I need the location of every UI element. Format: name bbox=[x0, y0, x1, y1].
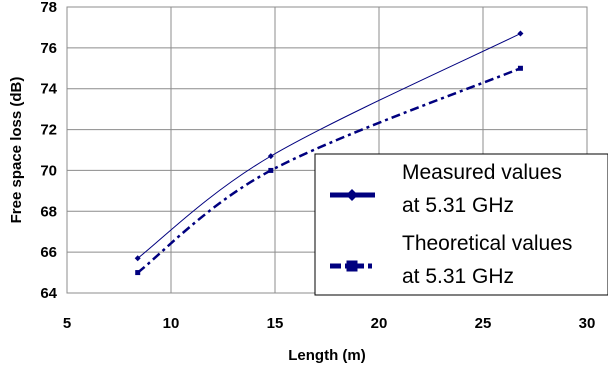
x-axis-title: Length (m) bbox=[288, 347, 365, 364]
y-axis-tick-labels: 64 66 68 70 72 74 76 78 bbox=[40, 0, 57, 302]
data-point-diamond bbox=[268, 153, 274, 159]
y-tick-label: 76 bbox=[40, 40, 57, 57]
y-tick-label: 64 bbox=[40, 285, 57, 302]
data-point-square bbox=[268, 168, 273, 173]
x-tick-label: 15 bbox=[267, 315, 284, 332]
y-tick-label: 72 bbox=[40, 122, 57, 139]
x-tick-label: 30 bbox=[579, 315, 596, 332]
legend-label: at 5.31 GHz bbox=[402, 194, 514, 217]
x-tick-label: 25 bbox=[475, 315, 492, 332]
x-tick-label: 5 bbox=[63, 315, 71, 332]
legend-label: Theoretical values bbox=[402, 232, 572, 255]
x-axis-tick-labels: 5 10 15 20 25 30 bbox=[63, 315, 596, 332]
y-tick-label: 70 bbox=[40, 162, 57, 179]
y-axis-title: Free space loss (dB) bbox=[8, 77, 25, 224]
data-point-square bbox=[518, 66, 523, 71]
y-tick-label: 68 bbox=[40, 203, 57, 220]
legend: Measured values at 5.31 GHz Theoretical va… bbox=[315, 154, 608, 295]
data-point-diamond bbox=[517, 31, 523, 37]
y-tick-label: 78 bbox=[40, 0, 57, 16]
data-point-square bbox=[135, 270, 140, 275]
y-tick-label: 66 bbox=[40, 244, 57, 261]
y-tick-label: 74 bbox=[40, 81, 57, 98]
x-tick-label: 20 bbox=[371, 315, 388, 332]
x-tick-label: 10 bbox=[163, 315, 180, 332]
legend-label: at 5.31 GHz bbox=[402, 265, 514, 288]
legend-label: Measured values bbox=[402, 161, 562, 184]
data-point-square bbox=[347, 261, 358, 272]
